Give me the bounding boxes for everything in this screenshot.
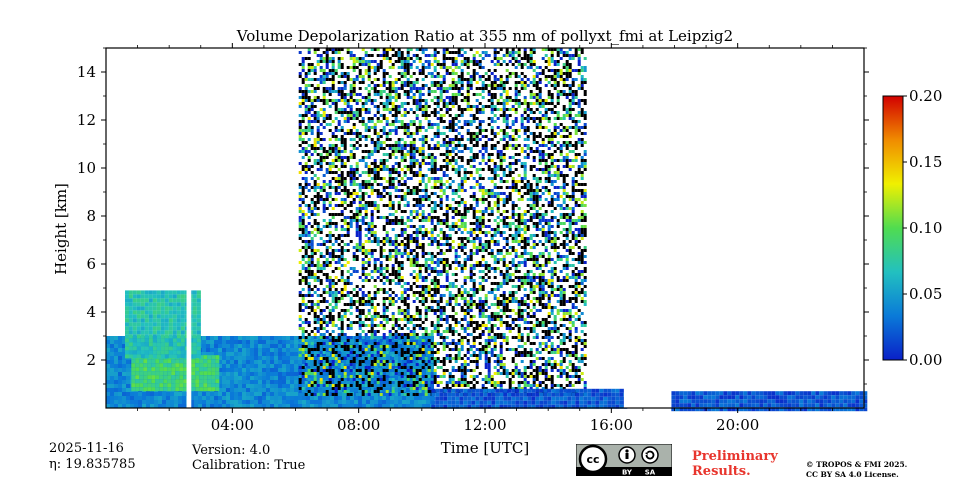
date-label: 2025-11-16 xyxy=(49,441,124,456)
colorbar-tick-label: 0.10 xyxy=(909,219,942,237)
plot-axes: 04:00 08:00 12:00 16:00 20:00 2 4 6 8 10 12 14 xyxy=(77,43,869,434)
preliminary-line-2: Results. xyxy=(692,464,751,479)
y-tick-label: 2 xyxy=(86,351,96,369)
version-label: Version: 4.0 xyxy=(192,443,271,458)
cc-icon xyxy=(578,444,608,474)
calibration-label: Calibration: True xyxy=(192,458,306,473)
x-tick-label: 16:00 xyxy=(590,416,633,434)
y-tick-label: 8 xyxy=(86,207,96,225)
y-tick-label: 6 xyxy=(86,255,96,273)
feature-3 xyxy=(298,48,587,396)
colorbar: 0.00 0.05 0.10 0.15 0.20 xyxy=(882,87,942,369)
x-tick-label: 08:00 xyxy=(337,416,380,434)
no-data-gap-1 xyxy=(623,48,672,408)
preliminary-line-1: Preliminary xyxy=(692,449,778,464)
colorbar-tick-label: 0.05 xyxy=(909,285,942,303)
eta-label: η: 19.835785 xyxy=(49,457,136,472)
y-axis-label: Height [km] xyxy=(52,183,70,275)
heatmap-area xyxy=(106,48,868,412)
chart-title: Volume Depolarization Ratio at 355 nm of… xyxy=(236,27,733,45)
license-credit: © TROPOS & FMI 2025. CC BY SA 4.0 Licens… xyxy=(806,460,907,480)
no-data-gap-0 xyxy=(186,48,192,408)
colorbar-tick-label: 0.15 xyxy=(909,153,942,171)
credit-line-2: CC BY SA 4.0 License. xyxy=(806,470,899,479)
cc-by-sa-badge: cc BY SA xyxy=(576,444,672,476)
colorbar-tick-label: 0.00 xyxy=(909,351,942,369)
x-tick-label: 12:00 xyxy=(463,416,506,434)
y-tick-label: 14 xyxy=(77,63,96,81)
colorbar-tick-label: 0.20 xyxy=(909,87,942,105)
x-tick-label: 20:00 xyxy=(716,416,759,434)
y-tick-label: 10 xyxy=(77,159,96,177)
preliminary-notice: Preliminary Results. xyxy=(692,449,778,479)
feature-1 xyxy=(131,355,220,392)
y-tick-label: 12 xyxy=(77,111,96,129)
feature-5 xyxy=(671,391,868,412)
colorbar-gradient xyxy=(882,95,904,361)
feature-4 xyxy=(431,388,628,409)
x-axis-label: Time [UTC] xyxy=(441,439,530,457)
credit-line-1: © TROPOS & FMI 2025. xyxy=(806,460,908,469)
y-tick-label: 4 xyxy=(86,303,96,321)
share-alike-icon xyxy=(641,446,659,464)
x-tick-label: 04:00 xyxy=(211,416,254,434)
